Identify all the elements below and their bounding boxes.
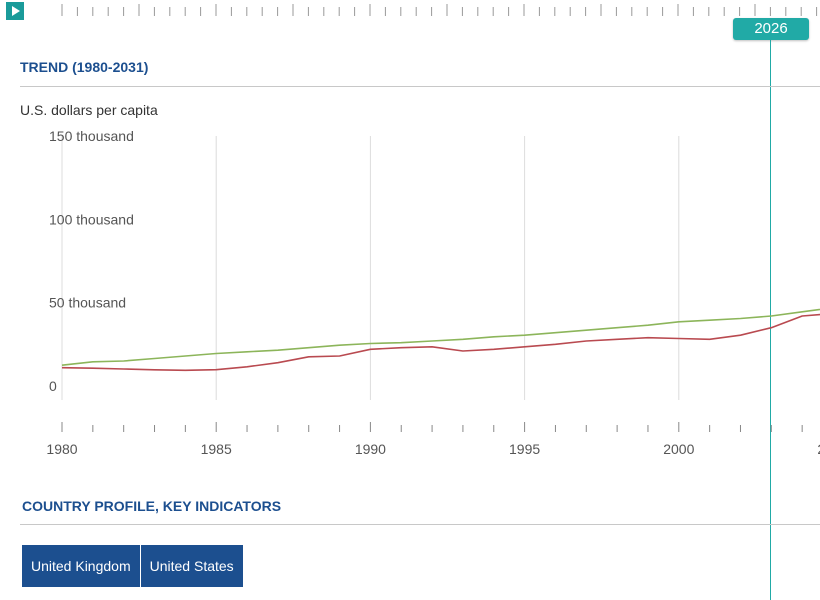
x-tick-label: 1995: [509, 441, 540, 457]
play-button[interactable]: [6, 2, 24, 20]
y-axis-label: U.S. dollars per capita: [20, 102, 158, 118]
y-tick-label: 150 thousand: [49, 128, 134, 144]
country-tabs: United Kingdom United States: [22, 545, 243, 587]
current-year-badge[interactable]: 2026: [733, 18, 809, 40]
x-tick-label: 1990: [355, 441, 386, 457]
x-tick-label: 2005: [817, 441, 820, 457]
y-tick-label: 50 thousand: [49, 295, 126, 311]
timeline-slider[interactable]: [40, 2, 820, 18]
trend-chart: 0 50 thousand 100 thousand 150 thousand 198…: [46, 128, 820, 457]
trend-section-title: TREND (1980-2031): [20, 59, 149, 75]
series-line-2: [61, 313, 820, 372]
y-tick-label: 100 thousand: [49, 211, 134, 227]
profile-section-title: COUNTRY PROFILE, KEY INDICATORS: [22, 498, 282, 514]
x-tick-label: 1985: [201, 441, 232, 457]
year-marker-line: [770, 40, 771, 600]
y-axis-ticks: 0 50 thousand 100 thousand 150 thousand: [49, 128, 134, 394]
trend-divider: [20, 86, 820, 87]
x-tick-label: 2000: [663, 441, 694, 457]
series-lines: [61, 308, 820, 372]
series-line-1: [61, 308, 820, 366]
x-axis: 1980198519901995200020052010201520202025…: [46, 422, 820, 457]
tab-united-states[interactable]: United States: [140, 545, 243, 587]
play-icon: [12, 6, 20, 16]
profile-divider: [20, 524, 820, 525]
y-tick-label: 0: [49, 378, 57, 394]
chart-grid: [61, 136, 680, 400]
tab-united-kingdom[interactable]: United Kingdom: [22, 545, 141, 587]
x-tick-label: 1980: [46, 441, 77, 457]
